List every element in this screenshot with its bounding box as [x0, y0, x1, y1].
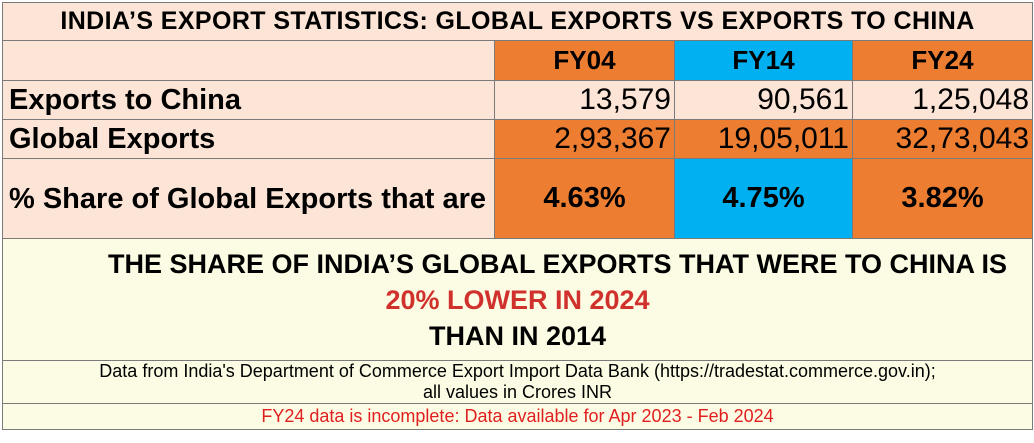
page-title: INDIA’S EXPORT STATISTICS: GLOBAL EXPORT…: [1, 2, 1034, 41]
summary-line-1: THE SHARE OF INDIA’S GLOBAL EXPORTS THAT…: [107, 248, 1008, 279]
source-row: Data from India's Department of Commerce…: [1, 360, 1034, 404]
row-label-exports-to-china: Exports to China: [2, 80, 495, 120]
source-note: Data from India's Department of Commerce…: [1, 360, 1034, 404]
export-statistics-table: INDIA’S EXPORT STATISTICS: GLOBAL EXPORT…: [1, 2, 1034, 430]
source-line-1: Data from India's Department of Commerce…: [99, 361, 936, 382]
table-row-global-exports: Global Exports 2,93,367 19,05,011 32,73,…: [2, 119, 1034, 159]
column-header-fy04: FY04: [494, 40, 675, 81]
note-row: FY24 data is incomplete: Data available …: [1, 403, 1034, 430]
column-header-fy24: FY24: [851, 40, 1034, 81]
cell-global-exports-fy04: 2,93,367: [494, 119, 675, 159]
cell-share-fy24: 3.82%: [851, 158, 1034, 239]
row-label-share: % Share of Global Exports that are to Ch…: [2, 158, 495, 239]
row-label-global-exports: Global Exports: [2, 119, 495, 159]
table-row-share: % Share of Global Exports that are to Ch…: [2, 158, 1034, 239]
incomplete-data-note: FY24 data is incomplete: Data available …: [1, 403, 1034, 430]
column-header-fy14: FY14: [674, 40, 853, 81]
summary-box: THE SHARE OF INDIA’S GLOBAL EXPORTS THAT…: [1, 238, 1034, 361]
table-row-exports-to-china: Exports to China 13,579 90,561 1,25,048: [2, 80, 1034, 120]
cell-share-fy04: 4.63%: [494, 158, 675, 239]
header-empty-cell: [2, 40, 495, 81]
source-line-2: all values in Crores INR: [422, 382, 613, 402]
cell-exports-to-china-fy24: 1,25,048: [851, 80, 1034, 120]
summary-line-3: THAN IN 2014: [428, 320, 607, 351]
summary-highlight: 20% LOWER IN 2024: [385, 284, 650, 315]
cell-share-fy14: 4.75%: [674, 158, 853, 239]
cell-exports-to-china-fy14: 90,561: [674, 80, 853, 120]
cell-exports-to-china-fy04: 13,579: [494, 80, 675, 120]
cell-global-exports-fy14: 19,05,011: [674, 119, 853, 159]
cell-global-exports-fy24: 32,73,043: [851, 119, 1034, 159]
header-row: FY04 FY14 FY24: [2, 40, 1034, 81]
title-row: INDIA’S EXPORT STATISTICS: GLOBAL EXPORT…: [1, 2, 1034, 41]
summary-row: THE SHARE OF INDIA’S GLOBAL EXPORTS THAT…: [1, 238, 1034, 361]
